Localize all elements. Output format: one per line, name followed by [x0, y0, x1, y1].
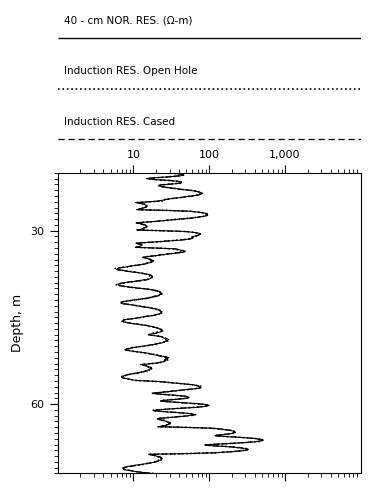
Text: 40 - cm NOR. RES. (Ω-m): 40 - cm NOR. RES. (Ω-m)	[64, 16, 192, 26]
Text: Induction RES. Open Hole: Induction RES. Open Hole	[64, 66, 197, 76]
Text: Induction RES. Cased: Induction RES. Cased	[64, 117, 175, 127]
Y-axis label: Depth, m: Depth, m	[10, 294, 23, 352]
